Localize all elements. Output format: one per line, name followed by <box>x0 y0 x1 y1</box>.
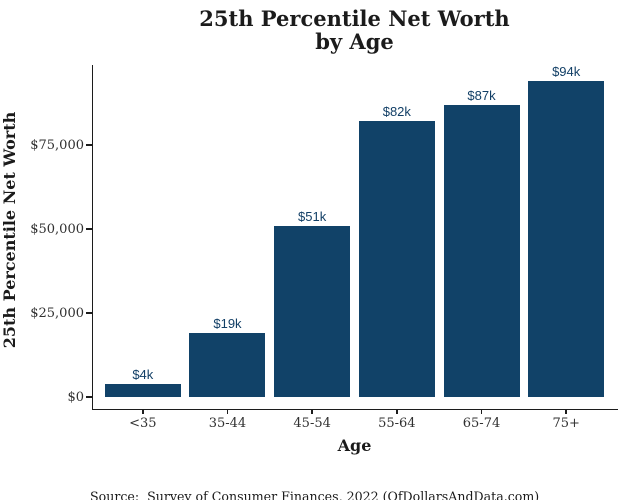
source-line: Source: Survey of Consumer Finances, 202… <box>90 488 540 500</box>
chart-title-line2: by Age <box>315 29 394 54</box>
y-tick-label: $50,000 <box>30 221 84 237</box>
x-tick-mark <box>142 408 144 414</box>
bar <box>189 333 266 397</box>
x-tick-mark <box>565 408 567 414</box>
x-tick-label: <35 <box>129 416 157 431</box>
x-tick-label: 75+ <box>552 416 580 431</box>
x-tick-label: 55-64 <box>378 416 416 431</box>
y-tick-mark <box>86 144 92 146</box>
chart-title: 25th Percentile Net Worth by Age <box>92 7 617 53</box>
x-tick-mark <box>480 408 483 414</box>
x-tick-label: 35-44 <box>208 416 247 431</box>
x-tick-mark <box>311 408 313 414</box>
bar <box>358 121 435 397</box>
y-tick-label: $75,000 <box>30 137 84 153</box>
chart-title-line1: 25th Percentile Net Worth <box>199 6 510 31</box>
y-tick-mark <box>86 312 92 314</box>
bar-value-label: $19k <box>213 316 242 332</box>
y-tick-label: $0 <box>67 389 84 405</box>
y-tick-mark <box>86 396 92 398</box>
x-tick-label: 45-54 <box>293 416 331 431</box>
y-tick-mark <box>86 228 92 230</box>
x-axis-title: Age <box>337 436 372 455</box>
bar-value-label: $51k <box>298 208 327 224</box>
x-tick-label: 65-74 <box>462 416 501 431</box>
bar-value-label: $4k <box>132 366 154 382</box>
source-note: Source: Survey of Consumer Finances, 202… <box>90 463 577 500</box>
bar <box>528 81 605 397</box>
x-axis-line <box>91 408 618 410</box>
bar-value-label: $82k <box>382 104 411 120</box>
bar-value-label: $87k <box>467 87 496 103</box>
y-axis-title: 25th Percentile Net Worth <box>0 111 19 349</box>
x-tick-mark <box>226 408 229 414</box>
bar-value-label: $94k <box>552 64 581 80</box>
x-tick-mark <box>396 408 398 414</box>
bar <box>443 104 520 397</box>
y-tick-label: $25,000 <box>30 305 84 321</box>
bar <box>104 383 181 397</box>
bar <box>274 225 351 397</box>
y-axis-line <box>91 65 93 410</box>
